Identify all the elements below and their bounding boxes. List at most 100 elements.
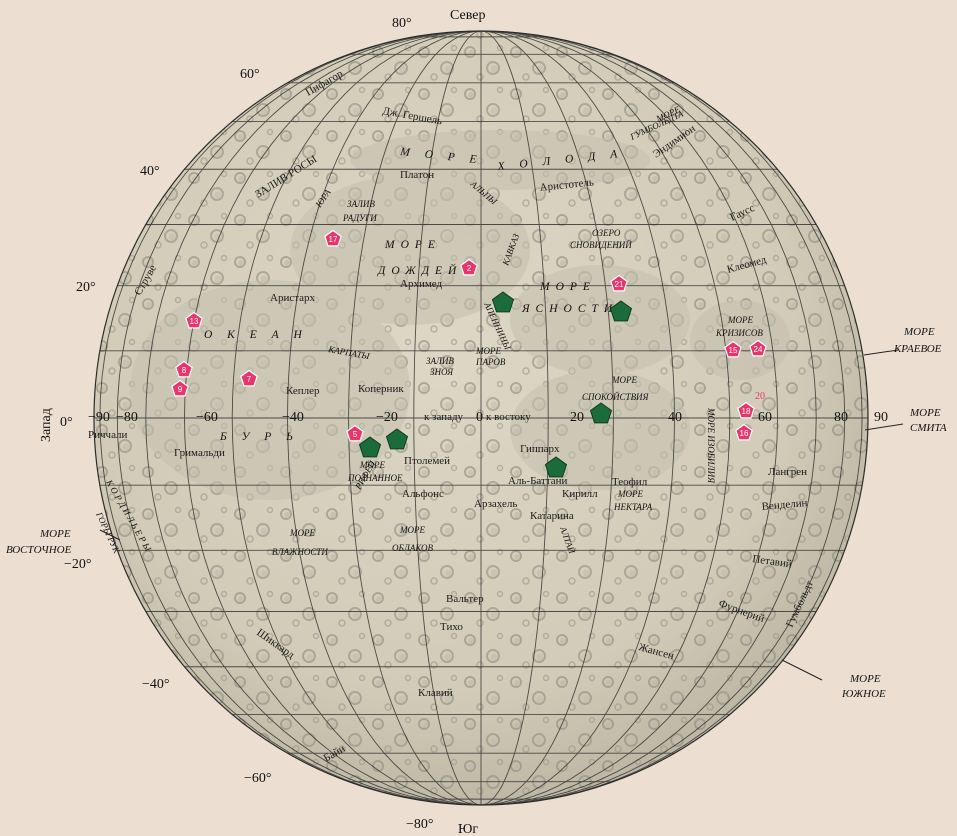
lon-m20: −20 — [376, 410, 398, 425]
edge-sea-vostochnoe-1: МОРЕ — [39, 528, 71, 540]
sea-yasnosti-1: МОРЕ — [539, 281, 596, 293]
sea-okean: О К Е А Н — [204, 329, 308, 341]
landing-marker-label: 18 — [742, 407, 751, 416]
sea-vlazhnosti-2: ВЛАЖНОСТИ — [272, 547, 328, 557]
lon-p80: 80 — [834, 410, 848, 425]
limb — [93, 30, 869, 806]
lon-m40: −40 — [282, 410, 304, 425]
crater-ptolemey: Птолемей — [404, 455, 450, 467]
sea-oblakov-1: МОРЕ — [399, 525, 425, 535]
landing-marker — [735, 423, 753, 441]
landing-marker-label: 8 — [182, 366, 187, 375]
station-markers — [358, 291, 633, 478]
sea-yasnosti-2: ЯСНОСТИ — [521, 303, 618, 315]
landing-markers: 2 5 7 8 9 13 15 16 17 18 20 21 24 — [171, 229, 767, 442]
landing-marker-label: 15 — [729, 346, 738, 355]
sea-parov-2: ПАРОВ — [475, 357, 506, 367]
lat-20s: −20° — [64, 557, 92, 572]
sea-nektara-1: МОРЕ — [617, 489, 643, 499]
landing-marker — [610, 274, 628, 292]
crater-kepler: Кеплер — [286, 385, 320, 397]
crater-vendelin: Венделин — [761, 497, 808, 513]
sea-izobiliya: МОРЕ ИЗОБИЛИЯ — [706, 407, 716, 484]
landing-marker — [346, 424, 364, 442]
landing-marker-label: 24 — [754, 345, 763, 354]
lat-60n: 60° — [240, 67, 260, 82]
crater-arzahel: Арзахель — [474, 498, 517, 510]
meridian-line — [480, 31, 846, 805]
crater-grimaldi: Гримальди — [174, 447, 225, 459]
lon-m90: −90 — [88, 410, 110, 425]
edge-pointers — [99, 349, 904, 681]
landing-marker — [185, 311, 203, 329]
edge-sea-vostochnoe-2: ВОСТОЧНОЕ — [6, 544, 72, 556]
edge-sea-kraevoe-1: МОРЕ — [903, 326, 935, 338]
meridian-line — [480, 31, 778, 805]
sea-bur: Б У Р Ь — [219, 431, 299, 443]
sea-oblakov-2: ОБЛАКОВ — [392, 543, 433, 553]
crater-kopernik: Коперник — [358, 383, 404, 395]
lon-m60: −60 — [196, 410, 218, 425]
landing-marker-label: 2 — [467, 264, 472, 273]
landing-marker — [737, 401, 755, 419]
lat-60s: −60° — [244, 771, 272, 786]
sea-dozhdey-1: МОРЕ — [384, 239, 441, 251]
lon-p90: 90 — [874, 410, 888, 425]
west-label: Запад — [39, 408, 54, 442]
meridian-line — [116, 31, 482, 805]
crater-katarina: Катарина — [530, 510, 574, 522]
lon-p40: 40 — [668, 410, 682, 425]
sea-vlazhnosti-1: МОРЕ — [289, 528, 315, 538]
lake-snovideniy-2: СНОВИДЕНИЙ — [570, 240, 632, 250]
meridian-line — [231, 31, 482, 805]
edge-sea-yuzhnoe-1: МОРЕ — [849, 673, 881, 685]
bay-radugi-2: РАДУГИ — [342, 213, 377, 223]
landing-marker-label: 13 — [190, 317, 199, 326]
landing-marker-label: 21 — [615, 280, 624, 289]
crater-teofil: Теофил — [612, 476, 648, 488]
station-marker — [491, 291, 515, 313]
crater-klaviy: Клавий — [418, 687, 453, 699]
landing-marker-label: 9 — [178, 385, 183, 394]
meridian-line — [287, 31, 482, 805]
sea-poznannoe-2: ПОЗНАННОЕ — [347, 473, 403, 483]
bay-radugi-1: ЗАЛИВ — [347, 199, 375, 209]
meridian-line — [145, 31, 482, 805]
landing-marker — [175, 360, 193, 378]
landing-marker — [724, 340, 742, 358]
edge-sea-kraevoe: МОРЕ КРАЕВОЕ — [893, 326, 942, 355]
meridian-line — [99, 31, 482, 805]
meridian-line — [480, 31, 675, 805]
meridian-line — [480, 31, 731, 805]
crater-aristarh: Аристарх — [270, 292, 316, 304]
crater-platon: Платон — [400, 169, 434, 181]
crater-gipparh: Гиппарх — [520, 443, 560, 455]
edge-sea-smita: МОРЕ СМИТА — [909, 407, 947, 434]
crater-petaviy: Петавий — [752, 553, 793, 570]
south-label: Юг — [458, 822, 478, 836]
meridian-line — [480, 31, 817, 805]
sea-spokoystviya-2: СПОКОЙСТВИЯ — [582, 392, 650, 402]
crater-alfons: Альфонс — [402, 488, 444, 500]
landing-marker — [749, 339, 767, 357]
sea-zaliv-znoya-2: ЗНОЯ — [430, 367, 454, 377]
edge-sea-kraevoe-2: КРАЕВОЕ — [893, 343, 942, 355]
meridian-line — [480, 31, 549, 805]
landing-marker-label: 5 — [353, 430, 358, 439]
landing-marker — [240, 369, 258, 387]
coordinate-grid — [94, 31, 868, 805]
meridian-line — [480, 31, 863, 805]
landing-marker-label: 7 — [247, 375, 252, 384]
edge-sea-yuzhnoe: МОРЕ ЮЖНОЕ — [841, 673, 886, 700]
sea-zaliv-znoya-1: ЗАЛИВ — [426, 356, 454, 366]
sea-dozhdey-2: ДОЖДЕЙ — [377, 262, 462, 277]
sea-parov-1: МОРЕ — [475, 346, 501, 356]
edge-sea-vostochnoe: МОРЕ ВОСТОЧНОЕ — [6, 528, 72, 556]
lon-0: 0 — [476, 410, 483, 425]
crater-tiho: Тихо — [440, 621, 463, 633]
lake-snovideniy-1: ОЗЕРО — [592, 228, 621, 238]
lat-80s: −80° — [406, 817, 434, 832]
lat-20n: 20° — [76, 280, 96, 295]
lon-p60: 60 — [758, 410, 772, 425]
